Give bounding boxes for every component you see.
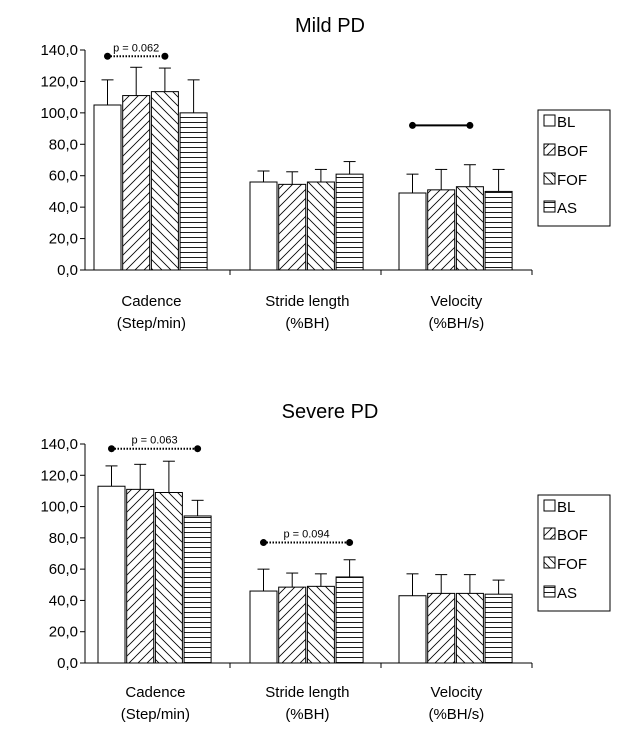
bar-as (335, 576, 364, 664)
legend-label-bl: BL (557, 499, 575, 516)
bar-as (484, 190, 513, 271)
bar-bl (249, 590, 278, 664)
y-tick-label: 40,0 (49, 592, 78, 609)
y-tick-label: 60,0 (49, 168, 78, 185)
legend-swatch-fof (543, 172, 556, 185)
legend: BL BOF FOF AS (537, 109, 611, 227)
y-tick-label: 120,0 (40, 73, 78, 90)
legend-label-as: AS (557, 585, 577, 602)
y-tick-label: 140,0 (40, 42, 78, 59)
bar-as (335, 173, 364, 271)
legend-swatch-bl (543, 499, 556, 512)
y-tick-label: 0,0 (57, 655, 78, 672)
legend-label-fof: FOF (557, 172, 587, 189)
y-tick-label: 20,0 (49, 231, 78, 248)
bar-bl (398, 192, 427, 271)
legend-label-bof: BOF (557, 527, 588, 544)
significance-dot (108, 445, 115, 453)
y-tick-label: 20,0 (49, 624, 78, 641)
bar-bl (93, 104, 122, 271)
bar-bl (97, 485, 126, 664)
bar-as (179, 112, 208, 271)
bar-bof (126, 488, 155, 664)
legend-swatch-bof (543, 143, 556, 156)
x-category-label: Cadence (125, 684, 185, 701)
legend-swatch-as (543, 200, 556, 213)
x-category-sublabel: (%BH/s) (428, 706, 484, 723)
significance-dot (346, 539, 354, 547)
x-category-sublabel: (%BH) (285, 315, 329, 332)
y-tick-label: 120,0 (40, 467, 78, 484)
p-value-label: p = 0.063 (131, 435, 177, 447)
bar-fof (455, 592, 484, 664)
significance-dot (194, 445, 202, 453)
legend-label-bl: BL (557, 114, 575, 131)
chart-title: Mild PD (295, 15, 365, 37)
significance-dot (161, 52, 169, 60)
bar-fof (455, 186, 484, 271)
x-category-sublabel: (Step/min) (121, 706, 190, 723)
significance-dot (466, 121, 474, 129)
y-tick-label: 60,0 (49, 561, 78, 578)
bar-fof (306, 585, 335, 664)
x-category-sublabel: (%BH) (285, 706, 329, 723)
y-tick-label: 80,0 (49, 136, 78, 153)
significance-dot (260, 539, 267, 547)
legend-label-fof: FOF (557, 556, 587, 573)
x-category-sublabel: (Step/min) (117, 315, 186, 332)
chart-mild-pd: Mild PD 0,0 20,0 40,0 60,0 80,0 100,0 120,0 140,… (40, 15, 611, 332)
chart-title: Severe PD (282, 401, 379, 423)
significance-dot (409, 121, 416, 129)
bar-bof (278, 183, 307, 271)
p-value-label: p = 0.094 (283, 529, 329, 541)
legend-swatch-bl (543, 114, 556, 127)
x-category-label: Cadence (121, 293, 181, 310)
legend-label-as: AS (557, 200, 577, 217)
x-category-label: Stride length (265, 684, 349, 701)
x-category-sublabel: (%BH/s) (428, 315, 484, 332)
legend-swatch-bof (543, 527, 556, 540)
y-tick-label: 100,0 (40, 105, 78, 122)
y-tick-label: 40,0 (49, 199, 78, 216)
y-tick-label: 100,0 (40, 499, 78, 516)
bar-fof (154, 491, 183, 664)
bar-bl (398, 595, 427, 664)
y-tick-label: 140,0 (40, 436, 78, 453)
bar-bof (278, 586, 307, 664)
legend: BL BOF FOF AS (537, 494, 611, 612)
y-tick-label: 0,0 (57, 262, 78, 279)
bar-as (484, 593, 513, 664)
bar-as (183, 515, 212, 664)
x-category-label: Velocity (431, 293, 483, 310)
bar-bof (122, 95, 151, 271)
y-tick-label: 80,0 (49, 530, 78, 547)
significance-dot (104, 52, 111, 60)
bar-bl (249, 181, 278, 271)
p-value-label: p = 0.062 (113, 42, 159, 54)
x-category-label: Velocity (431, 684, 483, 701)
legend-swatch-fof (543, 556, 556, 569)
bar-fof (306, 181, 335, 271)
bar-fof (150, 91, 179, 271)
bar-bof (427, 189, 456, 271)
x-category-label: Stride length (265, 293, 349, 310)
legend-swatch-as (543, 585, 556, 598)
bar-bof (427, 592, 456, 664)
chart-severe-pd: Severe PD 0,0 20,0 40,0 60,0 80,0 100,0 120,0 14… (40, 401, 611, 723)
legend-label-bof: BOF (557, 143, 588, 160)
